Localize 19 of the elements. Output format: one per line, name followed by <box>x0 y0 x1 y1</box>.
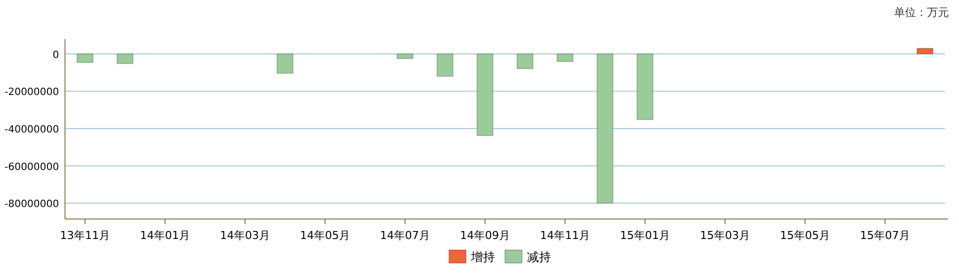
legend-label: 增持 <box>470 250 495 264</box>
x-tick-label: 15年05月 <box>780 229 830 242</box>
x-tick-label: 14年01月 <box>140 229 190 242</box>
legend-label: 减持 <box>527 250 551 264</box>
x-tick-label: 15年07月 <box>860 229 910 242</box>
x-tick-label: 14年11月 <box>540 229 590 242</box>
x-tick-label: 15年01月 <box>620 229 670 242</box>
text: 单位：万元 <box>894 6 949 19</box>
y-tick-label: 0 <box>52 50 59 61</box>
x-tick-label: 14年09月 <box>460 229 510 242</box>
y-tick-label: -40000000 <box>4 124 59 136</box>
x-tick-label: 14年03月 <box>220 229 270 242</box>
x-tick-label: 13年11月 <box>60 229 110 242</box>
x-tick-label: 14年05月 <box>300 229 350 242</box>
y-tick-label: -80000000 <box>4 199 59 210</box>
x-tick-label: 14年07月 <box>380 229 430 242</box>
y-tick-label: -60000000 <box>4 162 59 173</box>
x-tick-label: 15年03月 <box>700 229 750 242</box>
y-tick-label: -20000000 <box>4 87 59 98</box>
